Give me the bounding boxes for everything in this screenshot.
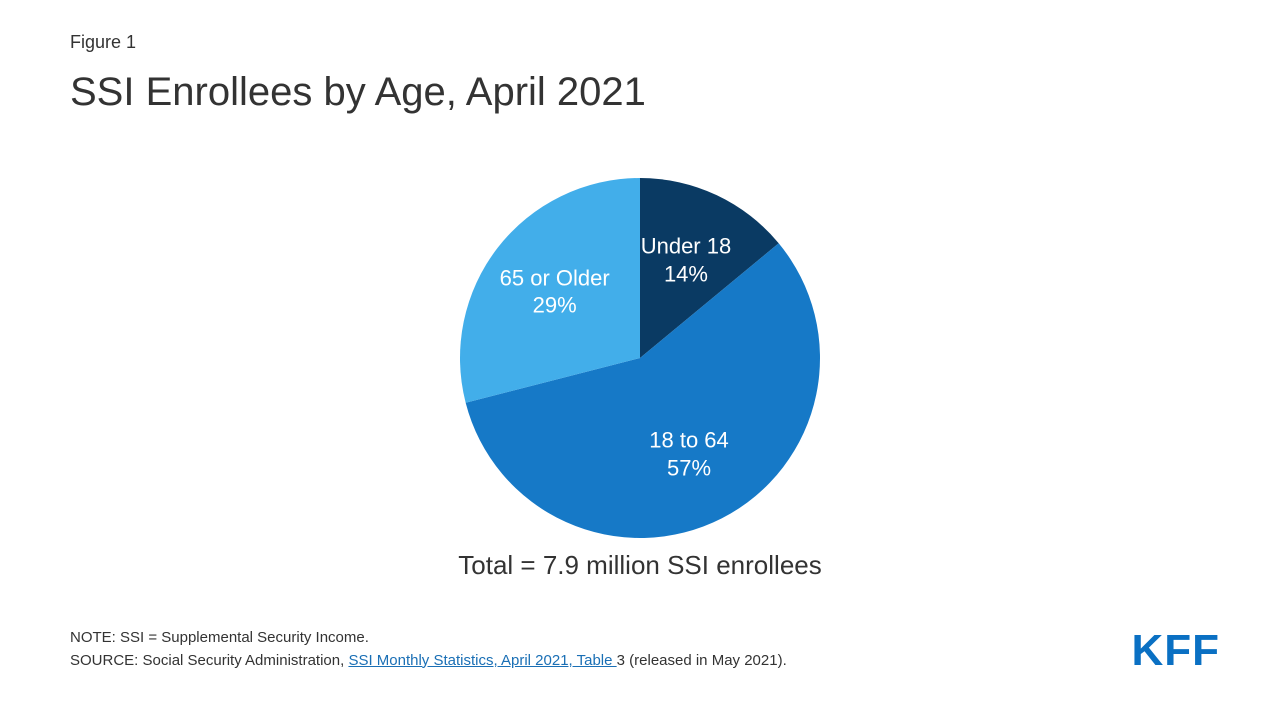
source-suffix: 3 (released in May 2021). xyxy=(617,652,787,669)
pie-slice-label: Under 1814% xyxy=(641,233,732,288)
footnote-note: NOTE: SSI = Supplemental Security Income… xyxy=(70,627,787,650)
footnotes: NOTE: SSI = Supplemental Security Income… xyxy=(70,627,787,672)
chart-title: SSI Enrollees by Age, April 2021 xyxy=(70,70,646,115)
source-prefix: SOURCE: Social Security Administration, xyxy=(70,652,348,669)
total-caption: Total = 7.9 million SSI enrollees xyxy=(0,550,1280,581)
pie-slice-label: 18 to 6457% xyxy=(649,427,729,482)
footnote-source: SOURCE: Social Security Administration, … xyxy=(70,650,787,673)
pie-slice-label: 65 or Older29% xyxy=(500,264,610,319)
kff-logo: KFF xyxy=(1131,626,1220,676)
source-link[interactable]: SSI Monthly Statistics, April 2021, Tabl… xyxy=(348,652,616,669)
figure-label: Figure 1 xyxy=(70,32,136,53)
pie-chart: Under 1814% 18 to 6457% 65 or Older29% xyxy=(0,158,1280,558)
